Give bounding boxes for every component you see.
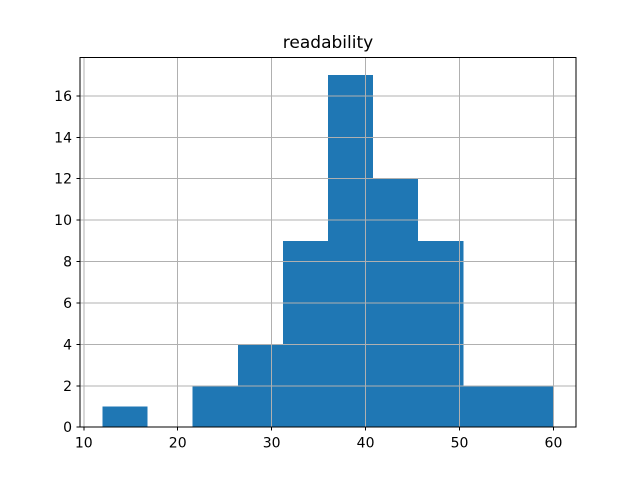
histogram-bar <box>282 240 328 428</box>
axes-box <box>79 57 577 428</box>
y-tick-label: 10 <box>54 213 72 229</box>
ticks-group <box>76 95 554 431</box>
chart-title: readability <box>283 33 373 53</box>
y-tick-label: 14 <box>54 130 72 146</box>
histogram-bar <box>328 75 374 428</box>
x-tick-label: 40 <box>357 436 375 452</box>
y-tick-label: 4 <box>63 337 72 353</box>
x-tick-label: 20 <box>169 436 187 452</box>
histogram-bar <box>418 240 464 428</box>
x-tick-label: 60 <box>545 436 563 452</box>
y-tick-label: 6 <box>63 296 72 312</box>
x-tick-label: 10 <box>75 436 93 452</box>
y-tick-label: 0 <box>63 420 72 436</box>
histogram-bar <box>463 385 509 428</box>
histogram-bar <box>508 385 554 428</box>
histogram-bar <box>192 385 238 428</box>
y-tick-label: 12 <box>54 172 72 188</box>
y-tick-label: 16 <box>54 89 72 105</box>
x-tick-label: 50 <box>451 436 469 452</box>
axes-spines <box>79 57 577 428</box>
y-tick-label: 8 <box>63 255 72 271</box>
x-tick-label: 30 <box>263 436 281 452</box>
histogram-bar <box>102 406 148 428</box>
y-tick-label: 2 <box>63 379 72 395</box>
grid-group <box>80 57 576 428</box>
tick-labels-group: 10 20 30 40 50 60 0 2 4 6 8 10 12 14 16 <box>54 89 562 452</box>
